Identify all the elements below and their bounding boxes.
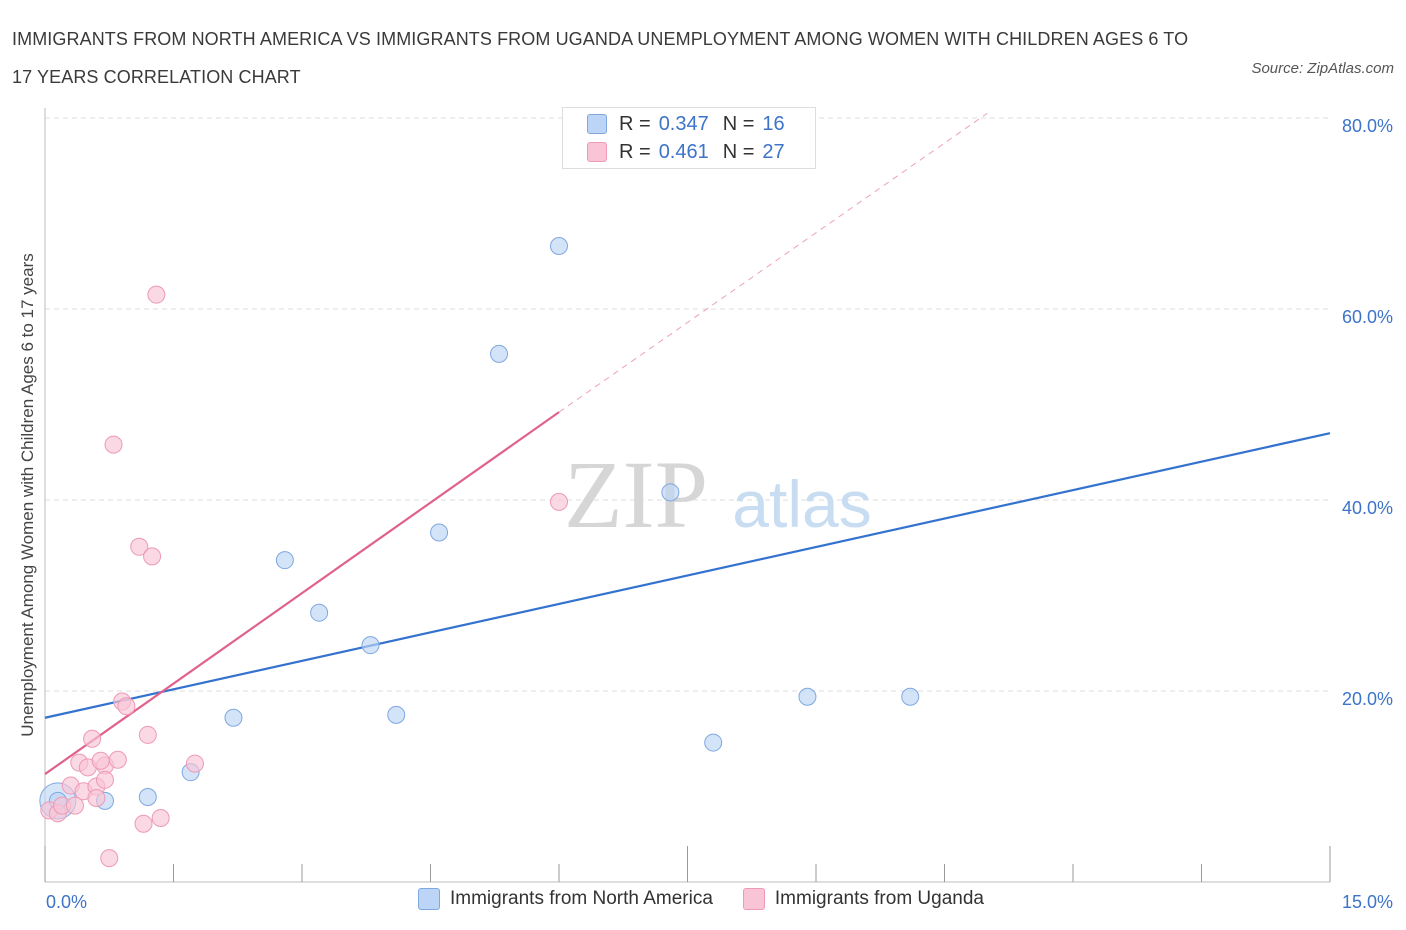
series-swatch-blue [418,888,440,910]
data-point-uganda [65,796,84,815]
series-label-north-america: Immigrants from North America [450,888,713,909]
data-point-north-america [138,788,157,807]
data-point-uganda [108,750,127,769]
legend-n-value: 27 [762,140,785,163]
x-tick-label: 15.0% [1342,892,1393,912]
y-axis-label: Unemployment Among Women with Children A… [18,253,37,737]
legend-n-label: N = [722,140,755,163]
data-point-north-america [661,483,680,502]
data-point-north-america [361,636,380,655]
data-point-north-america [704,733,723,752]
legend-r-label: R = [619,112,651,135]
data-point-uganda [83,729,102,748]
legend-swatch-blue [587,114,607,134]
data-point-uganda [117,697,136,716]
legend-r-value: 0.347 [658,112,709,135]
data-point-uganda [138,725,157,744]
legend-swatch-pink [587,142,607,162]
data-point-uganda [87,788,106,807]
legend-n-value: 16 [762,112,785,135]
watermark-zip: ZIP [564,441,708,548]
data-point-uganda [147,285,166,304]
y-tick-label: 60.0% [1342,307,1393,327]
y-tick-label: 40.0% [1342,498,1393,518]
data-point-uganda [550,492,568,511]
legend-row-uganda: R = 0.461 N = 27 [587,138,785,166]
data-point-north-america [798,687,817,706]
legend-row-north-america: R = 0.347 N = 16 [587,110,785,138]
data-point-north-america [490,344,509,363]
data-point-uganda [185,754,204,773]
data-point-uganda [134,814,153,833]
data-point-uganda [130,537,149,556]
legend-r-label: R = [619,140,651,163]
data-point-uganda [91,751,110,770]
series-legend-north-america: Immigrants from North America [418,888,713,910]
legend-n-label: N = [722,112,755,135]
data-point-uganda [100,849,119,868]
source-credit: Source: ZipAtlas.com [1251,60,1394,77]
data-point-uganda [95,770,114,789]
trend-line-uganda [44,411,560,775]
legend-r-value: 0.461 [658,140,709,163]
data-point-uganda [104,435,123,454]
correlation-legend: R = 0.347 N = 16 R = 0.461 N = 27 [562,107,816,169]
y-tick-label: 20.0% [1342,689,1393,709]
chart-title: IMMIGRANTS FROM NORTH AMERICA VS IMMIGRA… [12,29,1189,87]
data-point-uganda [151,809,170,828]
data-point-north-america [901,687,920,706]
data-point-north-america [387,705,406,724]
series-label-uganda: Immigrants from Uganda [774,888,984,909]
x-tick-label: 0.0% [46,892,87,912]
watermark-atlas: atlas [732,467,871,541]
data-point-north-america [310,603,329,622]
data-point-north-america [430,523,449,542]
y-tick-label: 80.0% [1342,116,1393,136]
series-legend: Immigrants from North America Immigrants… [418,888,1014,910]
data-point-north-america [275,551,294,570]
data-point-uganda [143,547,162,566]
data-point-north-america [550,236,568,255]
data-point-north-america [224,708,243,727]
trend-line-north-america [44,432,1331,719]
series-legend-uganda: Immigrants from Uganda [742,888,984,910]
series-swatch-pink [742,888,765,910]
